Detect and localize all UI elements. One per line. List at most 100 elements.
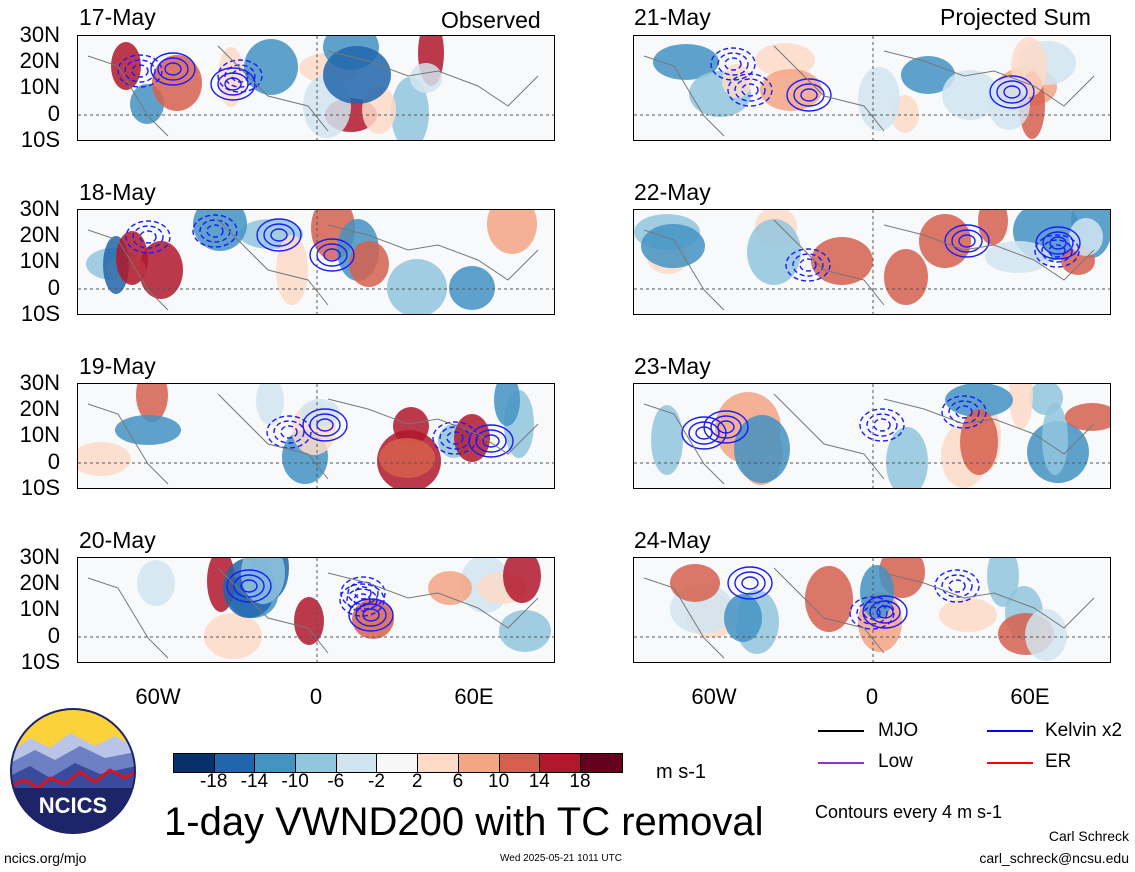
- kelvin-contour: [233, 574, 265, 598]
- lon-label-60e-right: 60E: [1010, 684, 1050, 709]
- date-label-18-may: 18-May: [79, 179, 156, 205]
- positive-wind-anomaly: [960, 409, 998, 475]
- positive-wind-anomaly: [111, 42, 141, 90]
- negative-wind-anomaly: [1069, 218, 1103, 256]
- kelvin-contour: [150, 52, 196, 86]
- low-legend-line: [818, 762, 864, 764]
- negative-wind-anomaly: [942, 70, 998, 120]
- observed-map-panel: [77, 557, 555, 663]
- positive-wind-anomaly: [276, 235, 308, 305]
- kelvin-contour: [132, 225, 164, 249]
- kelvin-contour: [734, 571, 766, 595]
- negative-wind-anomaly: [886, 427, 928, 488]
- kelvin-contour: [710, 415, 742, 439]
- negative-wind-anomaly: [410, 63, 442, 93]
- kelvin-contour: [117, 54, 163, 88]
- projected-map-panel: [633, 383, 1111, 489]
- positive-wind-anomaly: [978, 210, 1008, 245]
- kelvin-contour: [724, 57, 742, 71]
- colorbar-swatch: [377, 754, 419, 772]
- kelvin-legend-label: Kelvin x2: [1045, 720, 1123, 741]
- negative-wind-anomaly: [115, 415, 181, 445]
- lon-label-60e-left: 60E: [454, 684, 494, 709]
- projected-map-panel: [633, 209, 1111, 315]
- kelvin-contour: [951, 229, 983, 253]
- kelvin-contour: [206, 224, 224, 238]
- kelvin-contour: [217, 59, 263, 93]
- negative-wind-anomaly: [651, 405, 683, 475]
- lat-label: 10N: [19, 422, 60, 448]
- negative-wind-anomaly: [653, 44, 719, 80]
- lat-label: 0: [47, 448, 60, 474]
- colorbar-tick-label: 14: [528, 771, 550, 792]
- colorbar-swatch: [336, 754, 378, 772]
- lat-label: 30N: [19, 196, 60, 221]
- positive-wind-anomaly: [1009, 384, 1033, 429]
- kelvin-contour: [786, 78, 832, 112]
- positive-wind-anomaly: [1065, 403, 1110, 431]
- kelvin-contour: [800, 88, 818, 102]
- negative-wind-anomaly: [391, 77, 429, 140]
- kelvin-contour: [468, 424, 514, 458]
- positive-wind-anomaly: [393, 407, 429, 445]
- negative-wind-anomaly: [1042, 403, 1068, 475]
- kelvin-contour: [353, 593, 371, 607]
- observed-map-panel: [77, 35, 555, 141]
- kelvin-contour: [873, 418, 891, 432]
- footer-timestamp: Wed 2025-05-21 1011 UTC: [500, 853, 622, 864]
- kelvin-contour: [263, 223, 295, 247]
- kelvin-contour: [1035, 226, 1081, 260]
- footer-email: carl_schreck@ncsu.edu: [979, 850, 1129, 866]
- colorbar-swatch: [580, 754, 622, 772]
- kelvin-contour: [139, 230, 157, 244]
- kelvin-contour: [849, 596, 895, 630]
- colorbar-swatch: [540, 754, 581, 772]
- colorbar-swatch: [174, 754, 215, 772]
- colorbar-swatch: [458, 754, 500, 772]
- coastline: [643, 45, 1095, 137]
- kelvin-contour: [1041, 239, 1073, 263]
- colorbar-swatch: [214, 754, 256, 772]
- footer-author: Carl Schreck: [1048, 828, 1129, 844]
- kelvin-contour: [1034, 234, 1080, 268]
- colorbar-swatch: [418, 754, 459, 772]
- colorbar-tick-label: -18: [199, 771, 228, 792]
- negative-wind-anomaly: [193, 210, 247, 251]
- kelvin-contour: [856, 601, 888, 625]
- contour-interval-note: Contours every 4 m s-1: [815, 802, 1003, 822]
- colorbar-tick-label: 6: [452, 771, 464, 792]
- coastline: [87, 393, 539, 485]
- lat-label: 10S: [20, 474, 60, 500]
- low-legend-label: Low: [878, 751, 913, 772]
- coastline: [87, 219, 539, 311]
- kelvin-contour: [717, 420, 735, 434]
- coastline: [643, 567, 1095, 659]
- lat-label: 20N: [19, 570, 60, 596]
- kelvin-contour: [348, 598, 394, 632]
- kelvin-contour: [124, 59, 156, 83]
- positive-wind-anomaly: [139, 241, 183, 299]
- kelvin-contour: [192, 214, 238, 248]
- negative-wind-anomaly: [1029, 384, 1063, 415]
- ncics-logo: NCICS: [10, 708, 136, 834]
- projected-map-panel: [633, 35, 1111, 141]
- observed-title: Observed: [441, 7, 541, 33]
- kelvin-contour: [734, 78, 766, 102]
- coastline: [643, 219, 1095, 311]
- lat-label: 10N: [19, 74, 60, 100]
- negative-wind-anomaly: [499, 610, 551, 652]
- colorbar-swatch: [255, 754, 297, 772]
- coastline: [87, 567, 539, 659]
- lat-label: 0: [47, 100, 60, 126]
- lat-label: 20N: [19, 396, 60, 422]
- lat-label: 10S: [20, 648, 60, 674]
- footer-url[interactable]: ncics.org/mjo: [4, 850, 87, 866]
- kelvin-contour: [793, 83, 825, 107]
- positive-wind-anomaly: [204, 613, 262, 659]
- negative-wind-anomaly: [449, 266, 495, 310]
- er-legend-line: [987, 762, 1033, 764]
- kelvin-contour: [741, 576, 759, 590]
- mjo-legend-label: MJO: [878, 720, 919, 741]
- kelvin-contour: [475, 429, 507, 453]
- kelvin-contour: [131, 64, 149, 78]
